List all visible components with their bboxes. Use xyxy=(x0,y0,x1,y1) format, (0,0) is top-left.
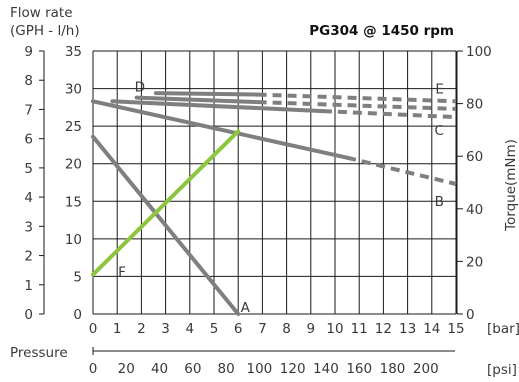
y-lh-tick-label: 35 xyxy=(65,44,82,60)
y-gph-tick-label: 5 xyxy=(24,161,33,177)
y-lh-tick-label: 10 xyxy=(65,232,82,248)
curve-e-dashed xyxy=(257,92,457,104)
x-bar-tick-label: 7 xyxy=(258,321,267,337)
y-torque-tick-label: 20 xyxy=(466,254,483,270)
y-gph-tick-label: 0 xyxy=(24,307,33,323)
y-lh-tick-label: 20 xyxy=(65,157,82,173)
x-bar-tick-label: 0 xyxy=(89,321,98,337)
y-lh-tick-label: 30 xyxy=(65,82,82,98)
curve-d-dashed xyxy=(257,100,457,111)
curve-f-solid xyxy=(91,129,241,277)
x-bar-tick-label: 12 xyxy=(375,321,392,337)
y-torque-tick-label: 100 xyxy=(466,44,492,60)
x-psi-tick-label: 100 xyxy=(247,361,273,377)
y-gph-tick-label: 7 xyxy=(24,102,33,118)
y-torque-tick-label: 60 xyxy=(466,149,483,165)
x-psi-tick-label: 140 xyxy=(313,361,339,377)
x-unit-bar: [bar] xyxy=(487,321,519,337)
x-psi-tick-label: 20 xyxy=(118,361,135,377)
bottom-axis-title: Pressure xyxy=(10,345,68,361)
left-axis-title-line-1: Flow rate xyxy=(10,5,73,21)
curve-b-dashed xyxy=(346,155,457,186)
x-psi-tick-label: 160 xyxy=(346,361,372,377)
curve-b-solid xyxy=(91,99,350,160)
y-lh-tick-label: 0 xyxy=(73,307,82,323)
x-psi-tick-label: 0 xyxy=(89,361,98,377)
y-torque-tick-label: 80 xyxy=(466,97,483,113)
series-layer xyxy=(91,91,457,316)
x-bar-tick-label: 11 xyxy=(351,321,368,337)
x-bar-tick-label: 6 xyxy=(234,321,243,337)
x-bar-tick-label: 3 xyxy=(161,321,170,337)
curve-label-f: F xyxy=(118,264,126,280)
x-bar-tick-label: 2 xyxy=(137,321,146,337)
y-gph-tick-label: 8 xyxy=(24,73,33,89)
curve-a-solid xyxy=(91,134,241,316)
x-bar-tick-label: 10 xyxy=(326,321,343,337)
x-bar-tick-label: 1 xyxy=(113,321,122,337)
left-axis-title-line-2: (GPH - l/h) xyxy=(10,23,80,39)
curve-c-solid xyxy=(110,99,325,114)
curve-label-b: B xyxy=(435,194,444,210)
x-psi-tick-label: 180 xyxy=(380,361,406,377)
x-bar-tick-label: 8 xyxy=(282,321,291,337)
curve-label-e: E xyxy=(435,81,444,97)
curve-label-d: D xyxy=(135,80,145,96)
axes-layer xyxy=(39,50,463,355)
x-bar-tick-label: 14 xyxy=(423,321,440,337)
y-torque-tick-label: 40 xyxy=(466,202,483,218)
x-unit-psi: [psi] xyxy=(487,362,517,378)
x-bar-tick-label: 13 xyxy=(399,321,416,337)
x-psi-tick-label: 120 xyxy=(280,361,306,377)
x-psi-tick-label: 60 xyxy=(184,361,201,377)
y-torque-tick-label: 0 xyxy=(466,307,475,323)
y-gph-tick-label: 9 xyxy=(24,44,33,60)
y-lh-tick-label: 15 xyxy=(65,194,82,210)
y-lh-tick-label: 25 xyxy=(65,119,82,135)
curve-label-a: A xyxy=(241,300,251,316)
y-gph-tick-label: 6 xyxy=(24,132,33,148)
x-psi-tick-label: 80 xyxy=(218,361,235,377)
x-psi-tick-label: 200 xyxy=(413,361,439,377)
y-gph-tick-label: 1 xyxy=(24,278,33,294)
y-gph-tick-label: 3 xyxy=(24,219,33,235)
x-bar-tick-label: 15 xyxy=(447,321,464,337)
x-bar-tick-label: 4 xyxy=(186,321,195,337)
labels-layer: 0 1 2 3 4 5 6 7 8 9 10 11 12 13 14 15051015202530350123… xyxy=(24,44,491,377)
curve-c-dashed xyxy=(322,109,457,120)
y-gph-tick-label: 4 xyxy=(24,190,33,206)
right-axis-title: Torque(mNm) xyxy=(503,139,519,232)
x-psi-tick-label: 40 xyxy=(151,361,168,377)
curve-d-solid xyxy=(134,95,260,105)
x-bar-tick-label: 5 xyxy=(210,321,219,337)
x-bar-tick-label: 9 xyxy=(307,321,316,337)
chart-title: PG304 @ 1450 rpm xyxy=(309,23,454,39)
grid-layer xyxy=(92,50,457,315)
curve-e-solid xyxy=(153,91,260,97)
curve-label-c: C xyxy=(434,123,443,139)
y-gph-tick-label: 2 xyxy=(24,249,33,265)
y-lh-tick-label: 5 xyxy=(73,269,82,285)
